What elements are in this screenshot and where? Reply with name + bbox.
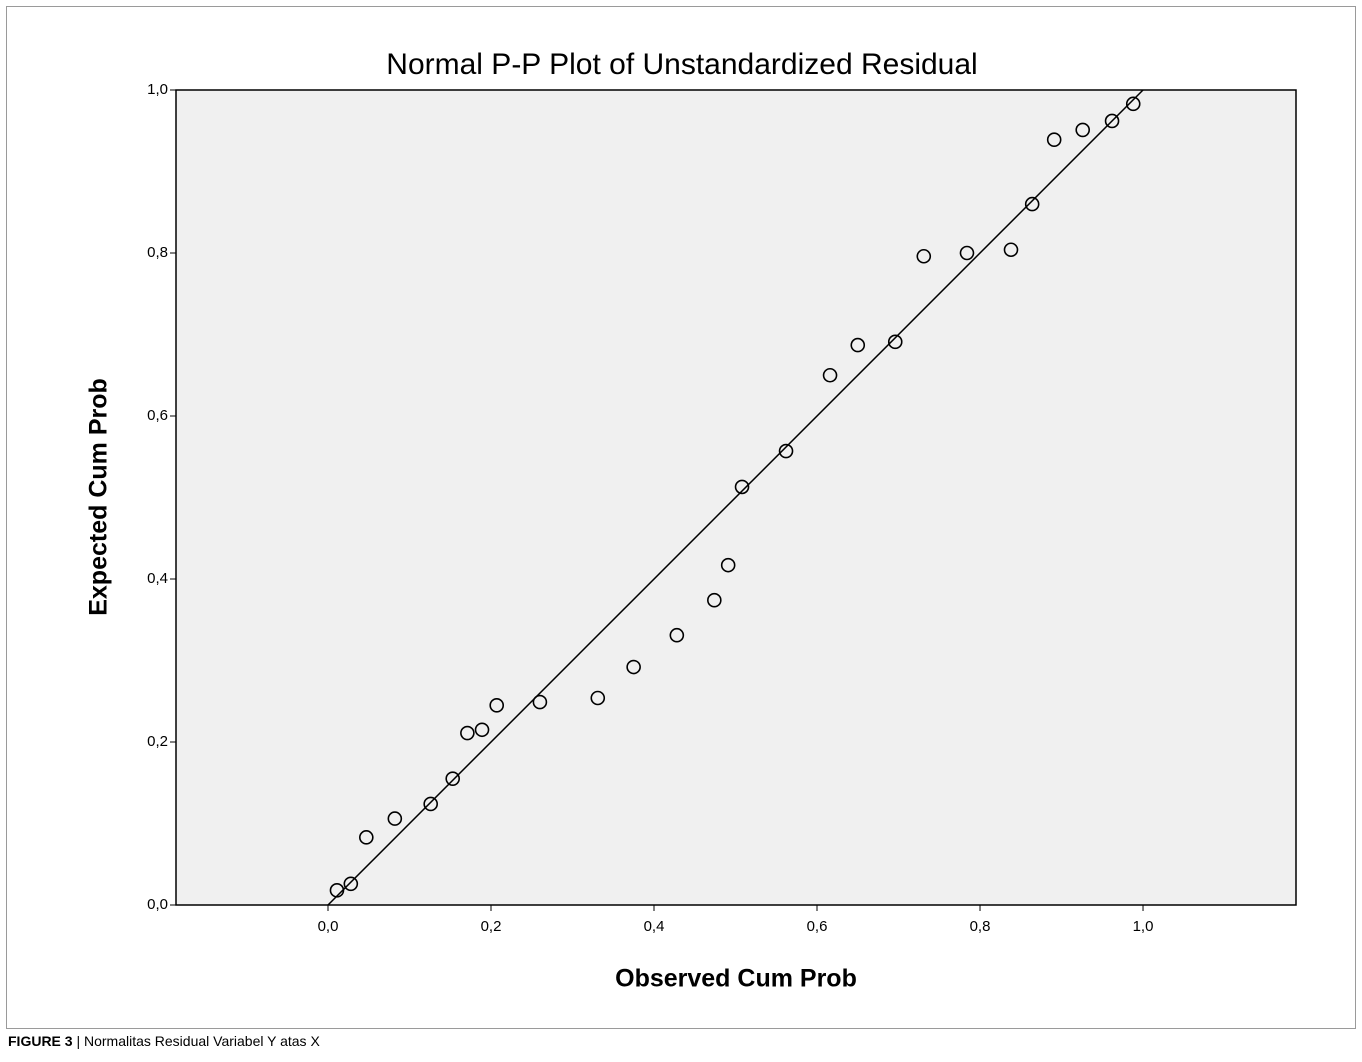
- point: [720, 557, 736, 573]
- x-tick-label: 0,4: [644, 918, 665, 935]
- point: [626, 659, 641, 675]
- point: [387, 811, 403, 826]
- y-tick-label: 0,2: [147, 733, 168, 750]
- point: [778, 443, 794, 459]
- point: [1024, 196, 1040, 212]
- point: [1046, 132, 1062, 148]
- y-tick-label: 1,0: [147, 81, 168, 98]
- caption-label: FIGURE 3: [8, 1033, 73, 1049]
- x-tick-label: 0,8: [970, 918, 991, 935]
- point: [343, 876, 359, 892]
- point: [489, 698, 505, 713]
- x-tick-label: 0,6: [807, 918, 828, 935]
- chart-title: Normal P-P Plot of Unstandardized Residu…: [386, 48, 977, 81]
- point: [460, 725, 475, 741]
- point: [850, 337, 866, 353]
- point: [822, 367, 838, 383]
- reference-line: [327, 89, 1144, 906]
- point: [1075, 122, 1091, 138]
- caption: FIGURE 3 | Normalitas Residual Variabel …: [8, 1033, 320, 1049]
- point: [669, 627, 685, 643]
- point: [445, 771, 460, 786]
- point: [916, 248, 932, 264]
- x-tick-label: 0,0: [318, 918, 339, 935]
- x-tick-label: 1,0: [1133, 918, 1154, 935]
- point: [474, 722, 490, 738]
- y-tick-label: 0,4: [147, 570, 168, 587]
- point: [359, 830, 374, 845]
- x-tick-label: 0,2: [481, 918, 502, 935]
- y-tick-label: 0,0: [147, 896, 168, 913]
- point: [707, 592, 722, 608]
- point: [1125, 96, 1141, 112]
- point: [532, 694, 548, 710]
- point: [887, 334, 903, 350]
- y-tick-label: 0,8: [147, 244, 168, 261]
- x-axis-label: Observed Cum Prob: [615, 965, 857, 993]
- y-axis-label: Expected Cum Prob: [85, 378, 113, 616]
- point: [1104, 113, 1120, 129]
- point: [734, 479, 750, 495]
- point: [1003, 242, 1019, 258]
- point: [590, 690, 606, 706]
- y-tick-label: 0,6: [147, 407, 168, 424]
- caption-text: | Normalitas Residual Variabel Y atas X: [76, 1033, 320, 1049]
- point: [423, 796, 438, 812]
- point: [959, 245, 975, 261]
- point: [329, 883, 345, 898]
